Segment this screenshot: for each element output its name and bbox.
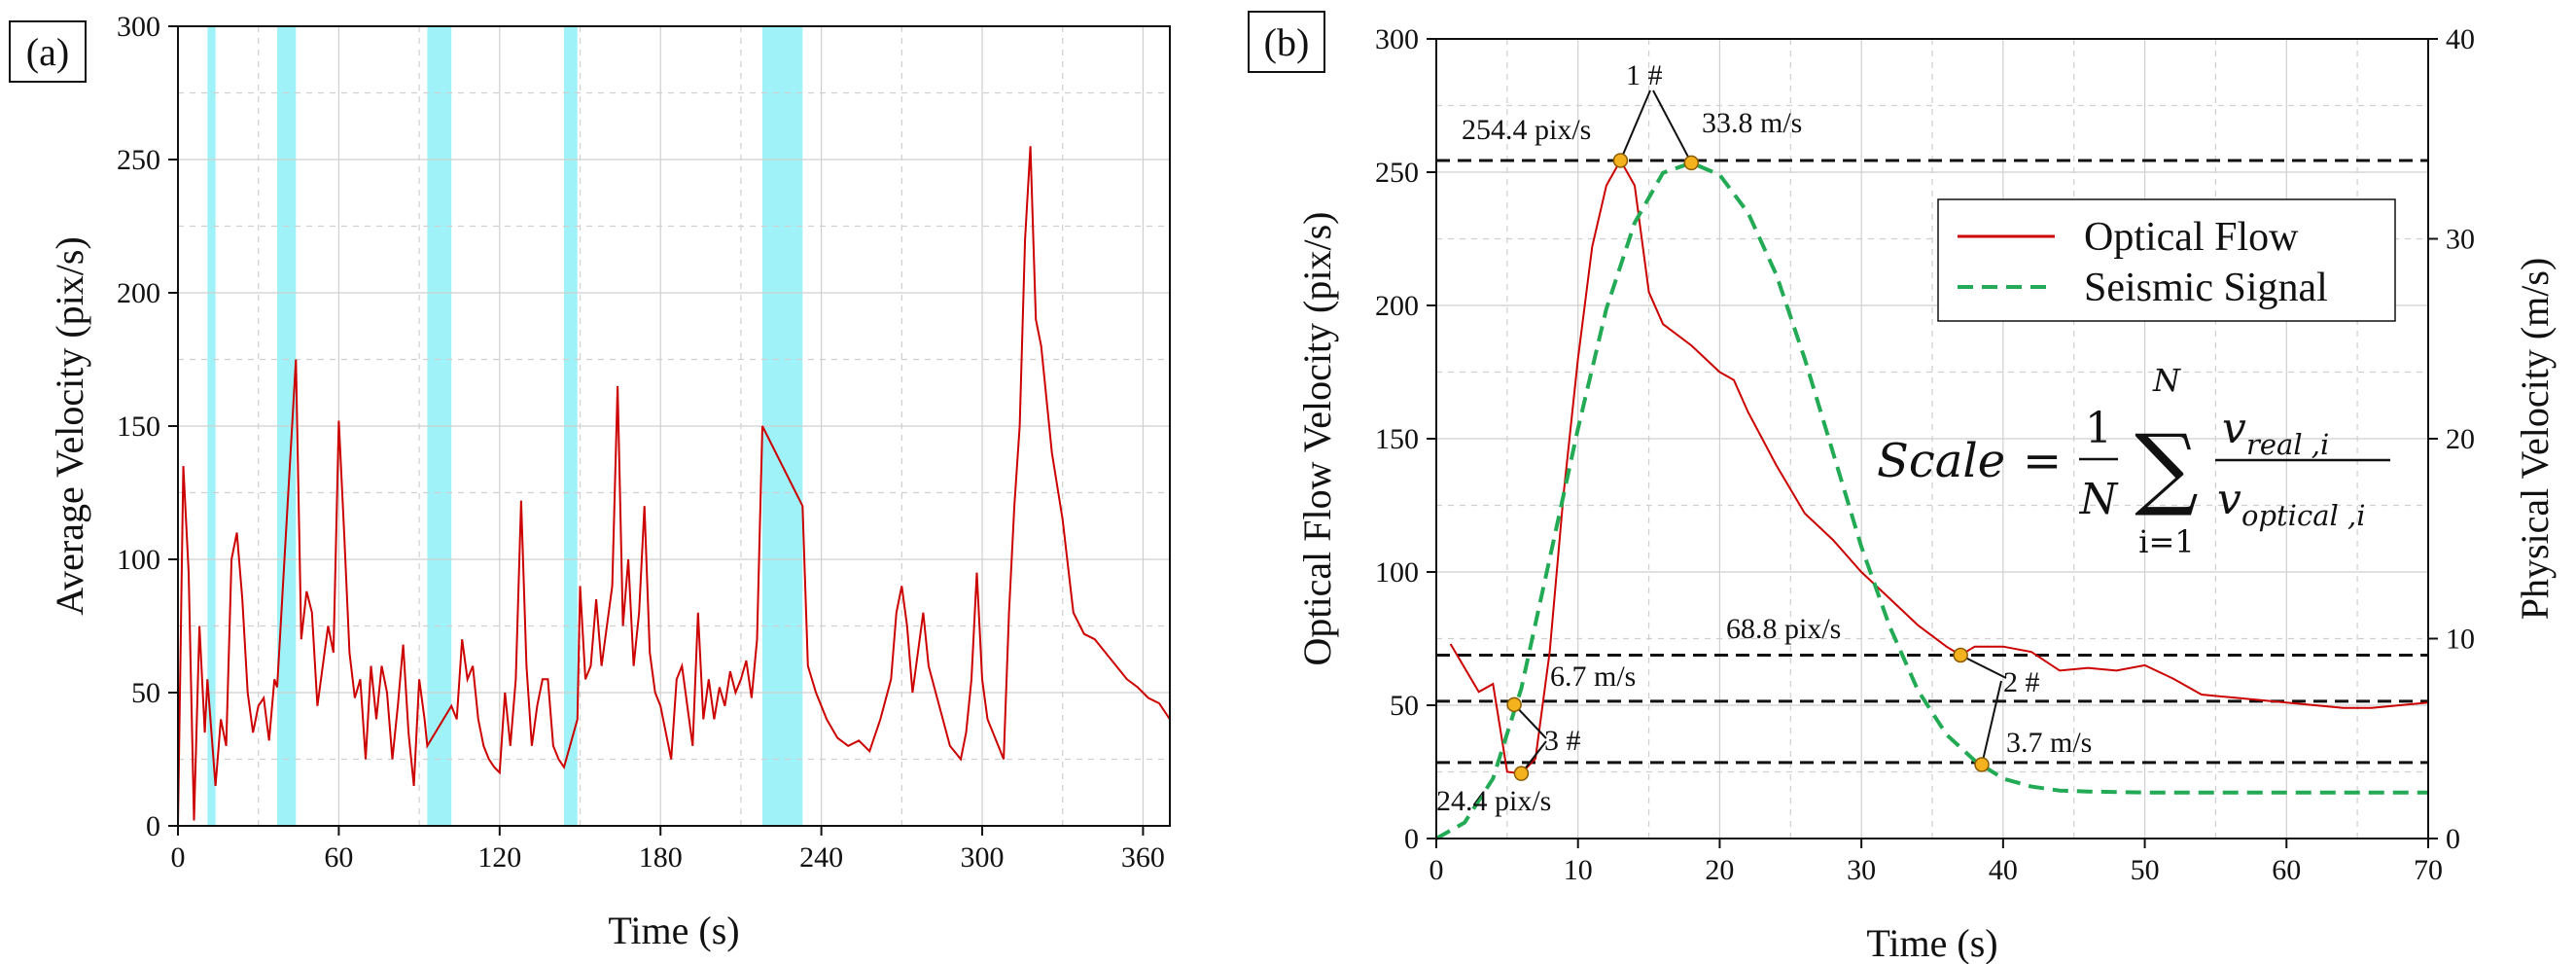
y-tick-label: 50 <box>131 677 160 709</box>
y-tick-label: 250 <box>1375 157 1419 189</box>
y-tick-label-right: 20 <box>2446 423 2475 455</box>
y-tick-label: 300 <box>117 11 160 43</box>
panel-label-box-b <box>1248 11 1325 73</box>
y-ticks: 0 50 100 150 200 250 300 <box>117 11 178 842</box>
y-tick-label: 50 <box>1390 690 1419 722</box>
panel-label-b: (b) <box>1264 20 1310 64</box>
point-1-seismic-label: 33.8 m/s <box>1702 107 1802 139</box>
point-1-seismic-marker <box>1683 155 1700 171</box>
y-tick-label: 200 <box>117 277 160 309</box>
panel-label-box-a <box>9 20 87 83</box>
point-markers <box>1506 153 1990 781</box>
point-3-seismic-label: 6.7 m/s <box>1550 661 1636 693</box>
scale-formula: Scale = 1 N N ∑ i=1 v real ,i v optical … <box>1877 362 2390 560</box>
y-ticks-right: 0 10 20 30 40 <box>2428 23 2475 855</box>
leader-line <box>1652 89 1693 163</box>
y-tick-label: 100 <box>1375 556 1419 589</box>
point-2-optical-label: 68.8 pix/s <box>1726 613 1841 645</box>
formula-denominator-var: v <box>2217 475 2241 524</box>
x-tick-label: 0 <box>1429 854 1444 886</box>
x-ticks: 0 60 120 180 240 300 360 <box>171 826 1165 874</box>
x-tick-label: 0 <box>171 841 186 874</box>
point-2-seismic-label: 3.7 m/s <box>2006 727 2092 759</box>
point-3-seismic-marker <box>1506 696 1522 713</box>
formula-sum-symbol: ∑ <box>2135 415 2199 519</box>
y-tick-label-right: 30 <box>2446 224 2475 256</box>
formula-numerator-one: 1 <box>2085 404 2112 453</box>
x-tick-label: 50 <box>2131 854 2160 886</box>
point-1-optical-marker <box>1612 153 1629 168</box>
x-tick-label: 70 <box>2414 854 2443 886</box>
formula-sum-lower: i=1 <box>2138 523 2194 560</box>
y-tick-label: 300 <box>1375 23 1419 55</box>
x-tick-label: 30 <box>1847 854 1876 886</box>
formula-numerator-sub: real ,i <box>2246 428 2329 461</box>
point-1-optical-label: 254.4 pix/s <box>1462 114 1591 146</box>
x-tick-label: 240 <box>799 841 843 874</box>
y-tick-label-right: 10 <box>2446 624 2475 656</box>
leader-line <box>1513 703 1547 739</box>
x-tick-label: 300 <box>961 841 1005 874</box>
x-axis-title: Time (s) <box>1866 921 1997 964</box>
x-tick-label: 20 <box>1705 854 1734 886</box>
leader-line <box>1959 654 2007 679</box>
formula-numerator-var: v <box>2222 404 2246 453</box>
y-axis-title-right: Physical Velocity (m/s) <box>2513 258 2557 621</box>
seismic-signal-line <box>1435 161 2428 840</box>
formula-lhs: Scale <box>1877 434 2005 488</box>
legend-label-optical: Optical Flow <box>2084 215 2299 260</box>
point-2-id: 2 # <box>2003 666 2040 698</box>
point-1-id: 1 # <box>1626 59 1663 91</box>
point-2-seismic-marker <box>1974 757 1990 772</box>
point-2-optical-marker <box>1953 647 1968 663</box>
y-ticks-left: 0 50 100 150 200 250 300 <box>1375 23 1436 855</box>
x-tick-label: 120 <box>477 841 521 874</box>
panel-b: 0 10 20 30 40 50 60 70 0 50 100 150 200 250 300 0 10 20… <box>1248 11 2557 964</box>
y-axis-title: Average Velocity (pix/s) <box>48 236 91 616</box>
y-tick-label: 0 <box>146 810 160 842</box>
formula-denominator-n: N <box>2079 475 2119 524</box>
panel-a: 0 60 120 180 240 300 360 0 50 100 150 200 250 300 (a… <box>9 11 1171 952</box>
x-tick-label: 60 <box>324 841 353 874</box>
x-tick-label: 10 <box>1564 854 1593 886</box>
legend-label-seismic: Seismic Signal <box>2084 266 2328 310</box>
y-tick-label-right: 40 <box>2446 23 2475 55</box>
legend: Optical Flow Seismic Signal <box>1937 198 2396 322</box>
grid-lines <box>1436 39 2428 839</box>
point-3-id: 3 # <box>1544 725 1581 757</box>
y-tick-label: 150 <box>1375 423 1419 455</box>
x-axis-title: Time (s) <box>608 909 739 952</box>
y-axis-title-left: Optical Flow Velocity (pix/s) <box>1295 212 1339 666</box>
optical-flow-line <box>1449 158 2429 775</box>
average-velocity-line <box>177 146 1171 827</box>
y-tick-label: 150 <box>117 411 160 443</box>
leader-line <box>1981 680 2002 766</box>
leader-line <box>1619 89 1651 161</box>
formula-denominator-sub: optical ,i <box>2241 499 2365 532</box>
formula-equals: = <box>2023 434 2062 488</box>
x-tick-label: 180 <box>639 841 683 874</box>
legend-box <box>1937 198 2396 322</box>
y-tick-label: 200 <box>1375 290 1419 322</box>
formula-sum-upper: N <box>2152 362 2181 399</box>
x-ticks: 0 10 20 30 40 50 60 70 <box>1429 839 2443 886</box>
y-tick-label: 0 <box>1404 823 1419 855</box>
y-tick-label-right: 0 <box>2446 823 2460 855</box>
point-3-optical-marker <box>1513 766 1530 781</box>
x-tick-label: 40 <box>1989 854 2018 886</box>
y-tick-label: 250 <box>117 144 160 176</box>
x-tick-label: 60 <box>2272 854 2301 886</box>
point-3-optical-label: 24.4 pix/s <box>1436 785 1551 817</box>
y-tick-label: 100 <box>117 544 160 576</box>
panel-label-a: (a) <box>26 30 69 74</box>
x-tick-label: 360 <box>1121 841 1165 874</box>
